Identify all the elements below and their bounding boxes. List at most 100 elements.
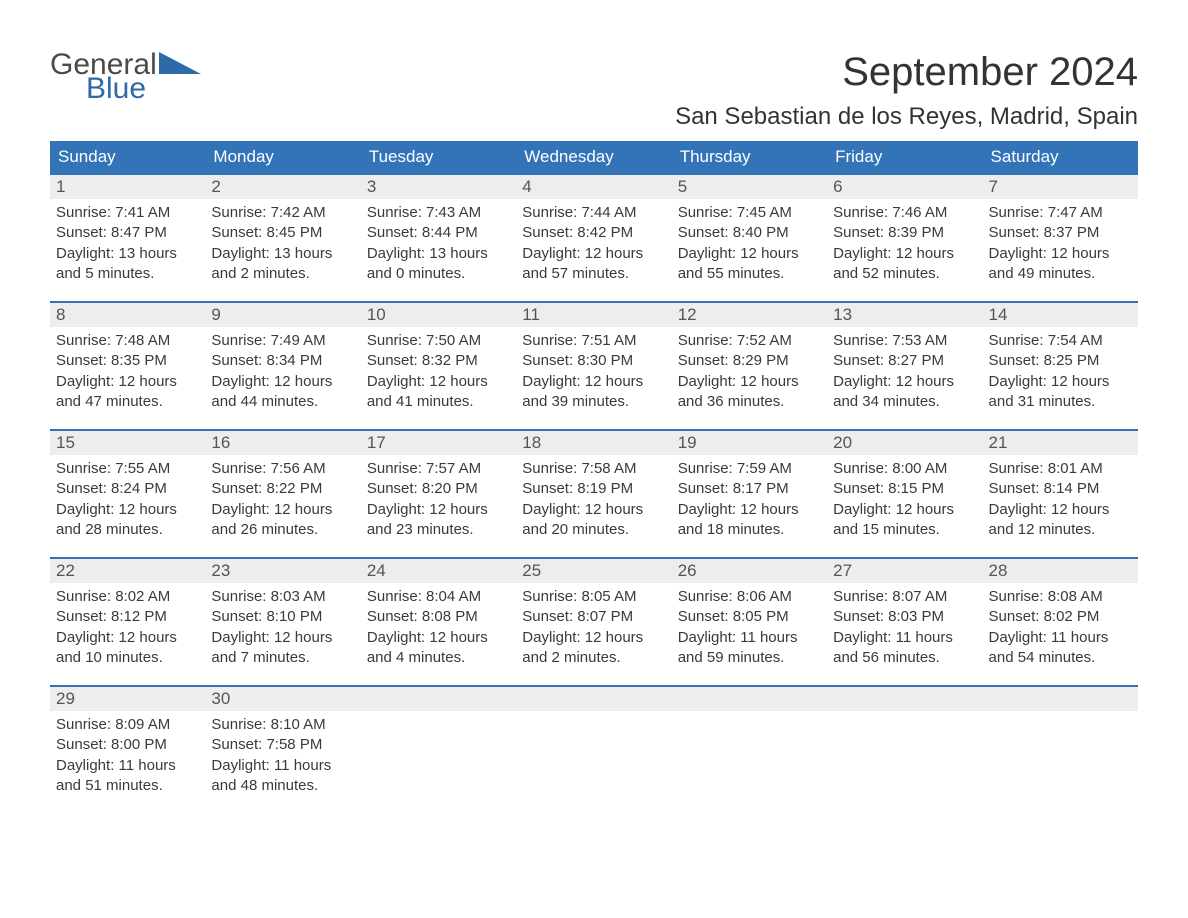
calendar-day-cell: 7Sunrise: 7:47 AMSunset: 8:37 PMDaylight… — [983, 174, 1138, 302]
calendar-day-cell: 25Sunrise: 8:05 AMSunset: 8:07 PMDayligh… — [516, 558, 671, 686]
daylight-text: Daylight: 12 hours — [211, 500, 354, 520]
sunrise-text: Sunrise: 8:02 AM — [56, 587, 199, 607]
sunset-text: Sunset: 8:22 PM — [211, 479, 354, 499]
daylight-text: and 4 minutes. — [367, 648, 510, 668]
day-body: Sunrise: 7:44 AMSunset: 8:42 PMDaylight:… — [516, 199, 671, 290]
sunset-text: Sunset: 8:15 PM — [833, 479, 976, 499]
calendar-week-row: 15Sunrise: 7:55 AMSunset: 8:24 PMDayligh… — [50, 430, 1138, 558]
day-body: Sunrise: 7:41 AMSunset: 8:47 PMDaylight:… — [50, 199, 205, 290]
calendar-week-row: 22Sunrise: 8:02 AMSunset: 8:12 PMDayligh… — [50, 558, 1138, 686]
daylight-text: Daylight: 13 hours — [56, 244, 199, 264]
calendar-day-cell — [516, 686, 671, 814]
day-number: 19 — [672, 431, 827, 455]
daylight-text: and 47 minutes. — [56, 392, 199, 412]
daylight-text: Daylight: 12 hours — [833, 500, 976, 520]
daylight-text: and 41 minutes. — [367, 392, 510, 412]
title-block: September 2024 San Sebastian de los Reye… — [675, 50, 1138, 131]
daylight-text: Daylight: 13 hours — [211, 244, 354, 264]
calendar-day-cell: 10Sunrise: 7:50 AMSunset: 8:32 PMDayligh… — [361, 302, 516, 430]
sunset-text: Sunset: 7:58 PM — [211, 735, 354, 755]
day-number: 9 — [205, 303, 360, 327]
day-number: 20 — [827, 431, 982, 455]
daylight-text: and 18 minutes. — [678, 520, 821, 540]
daylight-text: and 31 minutes. — [989, 392, 1132, 412]
logo-word-blue: Blue — [86, 74, 201, 104]
daylight-text: and 39 minutes. — [522, 392, 665, 412]
calendar-day-cell: 2Sunrise: 7:42 AMSunset: 8:45 PMDaylight… — [205, 174, 360, 302]
daylight-text: and 36 minutes. — [678, 392, 821, 412]
calendar-day-cell: 29Sunrise: 8:09 AMSunset: 8:00 PMDayligh… — [50, 686, 205, 814]
day-number: 16 — [205, 431, 360, 455]
daylight-text: Daylight: 12 hours — [678, 244, 821, 264]
sunset-text: Sunset: 8:20 PM — [367, 479, 510, 499]
sunset-text: Sunset: 8:40 PM — [678, 223, 821, 243]
daylight-text: Daylight: 12 hours — [989, 244, 1132, 264]
daylight-text: and 48 minutes. — [211, 776, 354, 796]
sunset-text: Sunset: 8:02 PM — [989, 607, 1132, 627]
day-body: Sunrise: 8:04 AMSunset: 8:08 PMDaylight:… — [361, 583, 516, 674]
day-body: Sunrise: 7:56 AMSunset: 8:22 PMDaylight:… — [205, 455, 360, 546]
calendar-week-row: 29Sunrise: 8:09 AMSunset: 8:00 PMDayligh… — [50, 686, 1138, 814]
daylight-text: Daylight: 12 hours — [211, 628, 354, 648]
daylight-text: Daylight: 11 hours — [989, 628, 1132, 648]
calendar-day-cell: 12Sunrise: 7:52 AMSunset: 8:29 PMDayligh… — [672, 302, 827, 430]
daylight-text: Daylight: 12 hours — [56, 500, 199, 520]
sunrise-text: Sunrise: 7:42 AM — [211, 203, 354, 223]
sunset-text: Sunset: 8:27 PM — [833, 351, 976, 371]
day-body: Sunrise: 7:50 AMSunset: 8:32 PMDaylight:… — [361, 327, 516, 418]
calendar-day-cell: 18Sunrise: 7:58 AMSunset: 8:19 PMDayligh… — [516, 430, 671, 558]
day-number: 29 — [50, 687, 205, 711]
sunset-text: Sunset: 8:19 PM — [522, 479, 665, 499]
day-number: 5 — [672, 175, 827, 199]
day-body: Sunrise: 8:02 AMSunset: 8:12 PMDaylight:… — [50, 583, 205, 674]
day-body: Sunrise: 7:58 AMSunset: 8:19 PMDaylight:… — [516, 455, 671, 546]
day-body: Sunrise: 8:10 AMSunset: 7:58 PMDaylight:… — [205, 711, 360, 802]
day-body: Sunrise: 8:05 AMSunset: 8:07 PMDaylight:… — [516, 583, 671, 674]
calendar-day-cell: 28Sunrise: 8:08 AMSunset: 8:02 PMDayligh… — [983, 558, 1138, 686]
empty-day-number — [516, 687, 671, 711]
sunset-text: Sunset: 8:10 PM — [211, 607, 354, 627]
daylight-text: and 54 minutes. — [989, 648, 1132, 668]
day-body: Sunrise: 7:53 AMSunset: 8:27 PMDaylight:… — [827, 327, 982, 418]
day-body: Sunrise: 7:42 AMSunset: 8:45 PMDaylight:… — [205, 199, 360, 290]
empty-day-number — [361, 687, 516, 711]
sunset-text: Sunset: 8:17 PM — [678, 479, 821, 499]
sunset-text: Sunset: 8:08 PM — [367, 607, 510, 627]
daylight-text: and 20 minutes. — [522, 520, 665, 540]
calendar-day-cell: 20Sunrise: 8:00 AMSunset: 8:15 PMDayligh… — [827, 430, 982, 558]
day-number: 27 — [827, 559, 982, 583]
day-number: 12 — [672, 303, 827, 327]
day-body: Sunrise: 7:43 AMSunset: 8:44 PMDaylight:… — [361, 199, 516, 290]
sunrise-text: Sunrise: 7:47 AM — [989, 203, 1132, 223]
weekday-header-row: Sunday Monday Tuesday Wednesday Thursday… — [50, 141, 1138, 174]
day-body: Sunrise: 7:45 AMSunset: 8:40 PMDaylight:… — [672, 199, 827, 290]
sunrise-text: Sunrise: 7:43 AM — [367, 203, 510, 223]
sunset-text: Sunset: 8:42 PM — [522, 223, 665, 243]
sunrise-text: Sunrise: 7:48 AM — [56, 331, 199, 351]
sunset-text: Sunset: 8:12 PM — [56, 607, 199, 627]
day-body: Sunrise: 8:08 AMSunset: 8:02 PMDaylight:… — [983, 583, 1138, 674]
weekday-header: Friday — [827, 141, 982, 174]
daylight-text: and 57 minutes. — [522, 264, 665, 284]
day-number: 26 — [672, 559, 827, 583]
calendar-day-cell: 22Sunrise: 8:02 AMSunset: 8:12 PMDayligh… — [50, 558, 205, 686]
daylight-text: and 34 minutes. — [833, 392, 976, 412]
daylight-text: and 51 minutes. — [56, 776, 199, 796]
calendar-day-cell: 15Sunrise: 7:55 AMSunset: 8:24 PMDayligh… — [50, 430, 205, 558]
daylight-text: and 0 minutes. — [367, 264, 510, 284]
sunrise-text: Sunrise: 7:41 AM — [56, 203, 199, 223]
day-number: 14 — [983, 303, 1138, 327]
day-body: Sunrise: 7:48 AMSunset: 8:35 PMDaylight:… — [50, 327, 205, 418]
daylight-text: and 52 minutes. — [833, 264, 976, 284]
sunrise-text: Sunrise: 7:45 AM — [678, 203, 821, 223]
sunset-text: Sunset: 8:45 PM — [211, 223, 354, 243]
calendar-day-cell: 5Sunrise: 7:45 AMSunset: 8:40 PMDaylight… — [672, 174, 827, 302]
day-number: 11 — [516, 303, 671, 327]
sunset-text: Sunset: 8:24 PM — [56, 479, 199, 499]
calendar-day-cell: 8Sunrise: 7:48 AMSunset: 8:35 PMDaylight… — [50, 302, 205, 430]
calendar-day-cell: 6Sunrise: 7:46 AMSunset: 8:39 PMDaylight… — [827, 174, 982, 302]
daylight-text: and 26 minutes. — [211, 520, 354, 540]
sunset-text: Sunset: 8:05 PM — [678, 607, 821, 627]
calendar-day-cell: 13Sunrise: 7:53 AMSunset: 8:27 PMDayligh… — [827, 302, 982, 430]
sunset-text: Sunset: 8:34 PM — [211, 351, 354, 371]
